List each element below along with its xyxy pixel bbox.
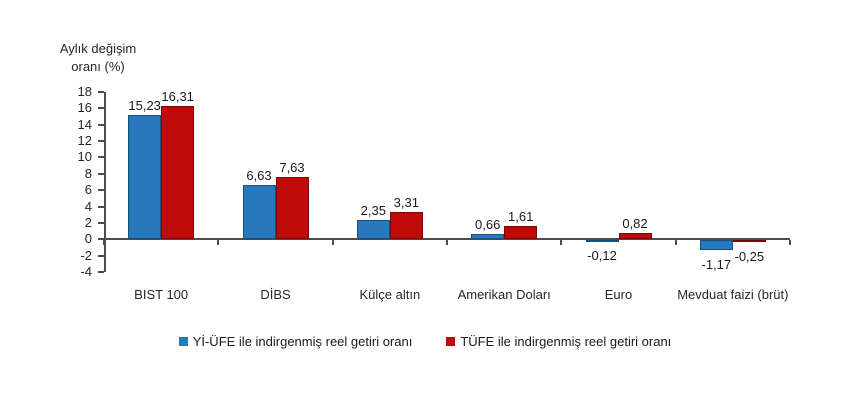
y-axis-tick-label: 12: [77, 133, 92, 149]
bar-s1-c3: [504, 226, 538, 240]
y-axis-tick: [98, 91, 104, 93]
bar-s0-c1: [242, 185, 276, 240]
value-label-s0-c1: 6,63: [246, 168, 272, 184]
legend-swatch-yiufe: [178, 337, 188, 346]
y-axis-title: Aylık değişim oranı (%): [59, 41, 137, 74]
x-axis-tick: [217, 240, 220, 246]
x-axis-tick: [789, 240, 791, 246]
x-axis-label-5: Mevduat faizi (brüt): [677, 287, 789, 302]
y-axis-tick-label: 4: [84, 198, 92, 214]
y-axis-tick-label: 16: [77, 100, 92, 116]
y-axis-tick: [98, 189, 104, 192]
value-label-s1-c0: 16,31: [161, 88, 194, 104]
x-axis-tick: [103, 240, 105, 246]
legend-swatch-tufe: [446, 337, 456, 346]
y-axis-tick: [98, 254, 104, 257]
y-axis-tick: [98, 221, 104, 224]
x-axis-tick: [446, 240, 448, 246]
bar-s0-c4: [585, 240, 619, 243]
bar-s0-c2: [356, 220, 390, 240]
legend-item-yiufe: Yİ-ÜFE ile indirgenmiş reel getiri oranı: [178, 334, 413, 349]
y-axis-line: [104, 92, 106, 272]
y-axis-tick: [98, 271, 104, 273]
value-label-s0-c0: 15,23: [128, 97, 161, 113]
value-label-s1-c1: 7,63: [279, 159, 305, 175]
legend: Yİ-ÜFE ile indirgenmiş reel getiri oranı…: [0, 334, 850, 349]
x-axis-label-1: DİBS: [260, 287, 291, 302]
x-axis-tick: [560, 240, 563, 246]
bar-s1-c2: [389, 212, 423, 240]
y-axis-tick: [98, 238, 104, 241]
legend-label-yiufe: Yİ-ÜFE ile indirgenmiş reel getiri oranı: [192, 334, 413, 349]
value-label-s1-c5: -0,25: [734, 249, 765, 265]
y-axis-tick-label: 6: [84, 182, 92, 198]
y-axis-tick: [98, 107, 104, 110]
y-axis-tick-label: -4: [80, 264, 92, 279]
x-axis-label-0: BIST 100: [134, 287, 189, 302]
bar-s1-c0: [161, 105, 195, 240]
x-axis-label-2: Külçe altın: [359, 287, 421, 302]
x-axis-tick: [331, 240, 334, 246]
y-axis-tick: [98, 156, 104, 159]
bar-s0-c5: [699, 240, 733, 250]
value-label-s0-c4: -0,12: [587, 248, 617, 264]
value-label-s1-c2: 3,31: [393, 195, 419, 211]
bar-s0-c0: [128, 114, 162, 240]
bar-s0-c3: [471, 233, 505, 240]
x-axis-label-3: Amerikan Doları: [457, 287, 551, 302]
y-axis-tick-label: -2: [80, 247, 92, 263]
bar-s1-c4: [618, 232, 652, 240]
y-axis-tick-label: 0: [84, 231, 92, 247]
value-label-s1-c4: 0,82: [622, 215, 648, 231]
y-axis-tick: [98, 140, 104, 143]
value-label-s0-c3: 0,66: [475, 216, 501, 232]
y-axis-tick-label: 14: [77, 116, 92, 132]
y-axis-tick-label: 10: [77, 149, 92, 165]
bar-s1-c1: [275, 176, 309, 240]
legend-item-tufe: TÜFE ile indirgenmiş reel getiri oranı: [446, 334, 671, 349]
bar-s1-c5: [732, 240, 766, 243]
value-label-s0-c2: 2,35: [360, 203, 386, 219]
x-axis-tick: [674, 240, 677, 246]
value-label-s1-c3: 1,61: [508, 209, 534, 225]
y-axis-tick: [98, 172, 104, 175]
y-axis-tick: [98, 123, 104, 126]
y-axis-tick-label: 2: [84, 214, 92, 230]
x-axis-line: [104, 238, 790, 241]
legend-label-tufe: TÜFE ile indirgenmiş reel getiri oranı: [460, 334, 672, 349]
value-label-s0-c5: -1,17: [701, 256, 732, 272]
y-axis-tick-label: 8: [84, 165, 92, 181]
x-axis-label-4: Euro: [604, 287, 633, 302]
y-axis-tick: [98, 205, 104, 208]
y-axis-tick-label: 18: [77, 84, 92, 99]
